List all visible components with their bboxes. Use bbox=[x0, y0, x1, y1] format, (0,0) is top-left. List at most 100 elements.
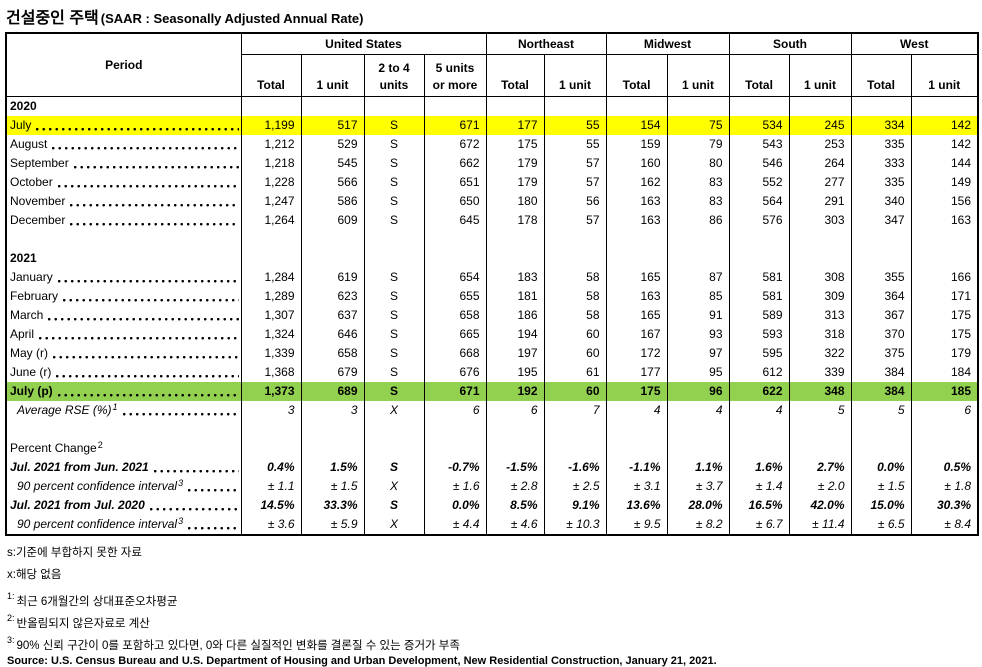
value-cell: 83 bbox=[666, 173, 730, 192]
value-cell: 370 bbox=[850, 325, 912, 344]
value-cell: S bbox=[363, 382, 424, 401]
table-row: 90 percent confidence interval 3 ± 3.6 ± 5.… bbox=[6, 515, 979, 535]
value-cell: 671 bbox=[423, 116, 486, 135]
value-cell: ± 9.5 bbox=[605, 515, 668, 535]
value-cell bbox=[485, 249, 544, 268]
value-cell bbox=[728, 249, 790, 268]
footnotes: s:기준에 부합하지 못한 자료 x:해당 없음 1: 최근 6개월간의 상대표준… bbox=[7, 543, 978, 667]
value-cell: 56 bbox=[543, 192, 607, 211]
table-row: July 1,199 517 S 671 177 55 154 75 534 245 334 142 bbox=[6, 116, 979, 135]
value-cell bbox=[910, 230, 979, 249]
table-row: Percent Change 2 bbox=[6, 439, 979, 458]
table-row: 2020 bbox=[6, 96, 979, 116]
table-row: June (r) 1,368 679 S 676 195 61 177 95 612 339 384 1… bbox=[6, 363, 979, 382]
group-header-south: South bbox=[728, 33, 852, 55]
row-label-cell: 2021 bbox=[6, 249, 241, 268]
table-row: November 1,247 586 S 650 180 56 163 83 564 291 340 1… bbox=[6, 192, 979, 211]
value-cell: 195 bbox=[485, 363, 544, 382]
value-cell: 28.0% bbox=[666, 496, 730, 515]
value-cell: 622 bbox=[728, 382, 790, 401]
leader-dots bbox=[52, 147, 239, 150]
value-cell: 1,289 bbox=[240, 287, 301, 306]
value-cell: 4 bbox=[666, 401, 730, 420]
value-cell: 1.1% bbox=[666, 458, 730, 477]
row-label: March bbox=[10, 308, 44, 322]
value-cell bbox=[910, 249, 979, 268]
value-cell: 197 bbox=[485, 344, 544, 363]
page-title: 건설중인 주택 (SAAR : Seasonally Adjusted Annua… bbox=[6, 4, 978, 28]
col-header-w-1unit: 1 unit bbox=[910, 54, 979, 97]
value-cell: 1,284 bbox=[240, 268, 301, 287]
title-korean: 건설중인 주택 bbox=[6, 10, 99, 27]
value-cell: 175 bbox=[910, 325, 979, 344]
value-cell: 245 bbox=[788, 116, 852, 135]
value-cell: S bbox=[363, 173, 424, 192]
value-cell bbox=[543, 230, 607, 249]
value-cell: 179 bbox=[910, 344, 979, 363]
leader-dots bbox=[70, 204, 239, 207]
value-cell: 8.5% bbox=[485, 496, 544, 515]
value-cell: ± 1.5 bbox=[850, 477, 912, 496]
value-cell: 566 bbox=[300, 173, 364, 192]
value-cell: 1,212 bbox=[240, 135, 301, 154]
value-cell: 322 bbox=[788, 344, 852, 363]
value-cell: ± 2.5 bbox=[543, 477, 607, 496]
value-cell: 384 bbox=[850, 363, 912, 382]
value-cell: 318 bbox=[788, 325, 852, 344]
value-cell: 160 bbox=[605, 154, 668, 173]
row-label-cell: October bbox=[6, 173, 241, 192]
value-cell: -1.1% bbox=[605, 458, 668, 477]
value-cell: 5 bbox=[788, 401, 852, 420]
value-cell: 668 bbox=[423, 344, 486, 363]
row-label: Percent Change bbox=[10, 441, 97, 455]
leader-dots bbox=[122, 413, 239, 416]
value-cell: ± 8.4 bbox=[910, 515, 979, 535]
value-cell: 192 bbox=[485, 382, 544, 401]
value-cell: 335 bbox=[850, 135, 912, 154]
leader-dots bbox=[73, 166, 239, 169]
value-cell: 159 bbox=[605, 135, 668, 154]
value-cell: 309 bbox=[788, 287, 852, 306]
table-row: May (r) 1,339 658 S 668 197 60 172 97 595 322 375 17… bbox=[6, 344, 979, 363]
value-cell: 375 bbox=[850, 344, 912, 363]
leader-dots bbox=[57, 394, 239, 397]
value-cell: ± 4.6 bbox=[485, 515, 544, 535]
row-label: 90 percent confidence interval bbox=[17, 479, 178, 493]
value-cell: 13.6% bbox=[605, 496, 668, 515]
value-cell: 6 bbox=[423, 401, 486, 420]
value-cell bbox=[605, 230, 668, 249]
value-cell: 658 bbox=[300, 344, 364, 363]
value-cell bbox=[728, 230, 790, 249]
value-cell: 1,307 bbox=[240, 306, 301, 325]
value-cell: 57 bbox=[543, 211, 607, 230]
value-cell: 61 bbox=[543, 363, 607, 382]
value-cell: 58 bbox=[543, 268, 607, 287]
value-cell: 367 bbox=[850, 306, 912, 325]
value-cell bbox=[300, 249, 364, 268]
value-cell: 3 bbox=[300, 401, 364, 420]
value-cell: 586 bbox=[300, 192, 364, 211]
group-header-northeast: Northeast bbox=[485, 33, 607, 55]
row-label-cell: December bbox=[6, 211, 241, 230]
column-header-row: Total 1 unit 2 to 4 units 5 units or more … bbox=[6, 54, 979, 97]
row-label: Jul. 2021 from Jul. 2020 bbox=[10, 498, 145, 512]
table-row: Jul. 2021 from Jun. 2021 0.4% 1.5% S -0.7% -1… bbox=[6, 458, 979, 477]
value-cell: 175 bbox=[910, 306, 979, 325]
value-cell bbox=[300, 439, 364, 458]
value-cell: 303 bbox=[788, 211, 852, 230]
row-label: October bbox=[10, 175, 53, 189]
value-cell: 179 bbox=[485, 154, 544, 173]
value-cell: 87 bbox=[666, 268, 730, 287]
value-cell: 97 bbox=[666, 344, 730, 363]
value-cell: 180 bbox=[485, 192, 544, 211]
row-label-cell: May (r) bbox=[6, 344, 241, 363]
value-cell bbox=[423, 96, 486, 116]
value-cell: 1,339 bbox=[240, 344, 301, 363]
group-header-united-states: United States bbox=[240, 33, 486, 55]
value-cell: ± 6.7 bbox=[728, 515, 790, 535]
footnote-s: s:기준에 부합하지 못한 자료 bbox=[7, 547, 142, 559]
housing-under-construction-table: Period United States Northeast Midwest S… bbox=[5, 32, 980, 536]
row-label: 2020 bbox=[10, 99, 37, 113]
value-cell: 154 bbox=[605, 116, 668, 135]
value-cell: ± 3.7 bbox=[666, 477, 730, 496]
